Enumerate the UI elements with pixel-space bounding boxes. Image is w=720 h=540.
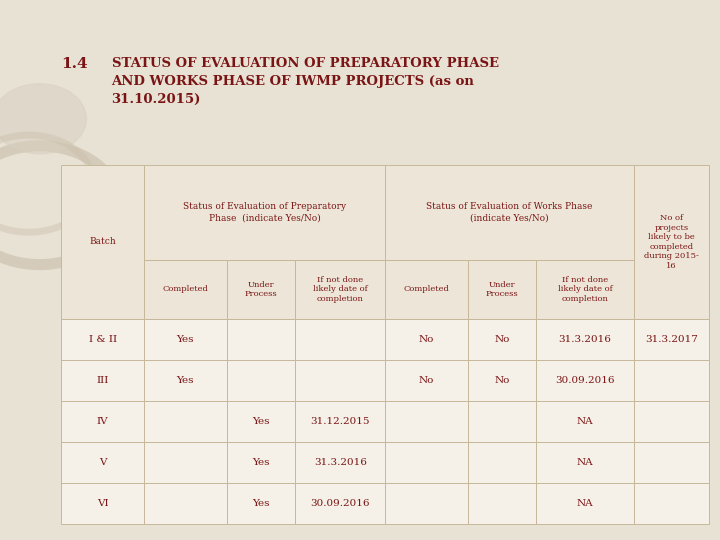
Bar bbox=[385, 401, 468, 442]
Text: No: No bbox=[419, 335, 434, 344]
Text: Status of Evaluation of Works Phase
(indicate Yes/No): Status of Evaluation of Works Phase (ind… bbox=[426, 202, 593, 222]
Text: Completed: Completed bbox=[404, 286, 449, 293]
Bar bbox=[536, 360, 634, 401]
Bar bbox=[536, 319, 634, 360]
Bar bbox=[61, 165, 144, 319]
Bar bbox=[385, 360, 468, 401]
Bar bbox=[634, 319, 709, 360]
Text: Yes: Yes bbox=[252, 499, 270, 508]
Bar bbox=[634, 442, 709, 483]
Bar bbox=[61, 483, 144, 524]
Bar bbox=[536, 401, 634, 442]
Text: Batch: Batch bbox=[89, 238, 116, 246]
Bar bbox=[227, 442, 295, 483]
Text: If not done
likely date of
completion: If not done likely date of completion bbox=[312, 276, 368, 303]
Text: Under
Process: Under Process bbox=[486, 281, 518, 298]
Text: Under
Process: Under Process bbox=[245, 281, 277, 298]
Bar bbox=[468, 401, 536, 442]
Bar bbox=[61, 360, 144, 401]
Bar bbox=[468, 260, 536, 319]
Bar bbox=[295, 483, 385, 524]
Text: Yes: Yes bbox=[176, 335, 194, 344]
Text: 31.3.2016: 31.3.2016 bbox=[314, 458, 366, 467]
Bar bbox=[227, 401, 295, 442]
Bar bbox=[144, 360, 227, 401]
Text: No: No bbox=[419, 376, 434, 385]
Text: Status of Evaluation of Preparatory
Phase  (indicate Yes/No): Status of Evaluation of Preparatory Phas… bbox=[183, 202, 346, 222]
Text: Yes: Yes bbox=[176, 376, 194, 385]
Text: STATUS OF EVALUATION OF PREPARATORY PHASE
AND WORKS PHASE OF IWMP PROJECTS (as o: STATUS OF EVALUATION OF PREPARATORY PHAS… bbox=[112, 57, 498, 106]
Text: NA: NA bbox=[577, 417, 593, 426]
Bar bbox=[295, 360, 385, 401]
Bar bbox=[227, 319, 295, 360]
Text: 30.09.2016: 30.09.2016 bbox=[555, 376, 615, 385]
Text: 31.3.2017: 31.3.2017 bbox=[645, 335, 698, 344]
Bar bbox=[385, 165, 634, 260]
Bar bbox=[385, 260, 468, 319]
Text: I & II: I & II bbox=[89, 335, 117, 344]
Text: No of
projects
likely to be
completed
during 2015-
16: No of projects likely to be completed du… bbox=[644, 214, 699, 269]
Bar bbox=[295, 319, 385, 360]
Bar bbox=[227, 360, 295, 401]
Bar bbox=[385, 483, 468, 524]
Bar bbox=[144, 260, 227, 319]
Text: 30.09.2016: 30.09.2016 bbox=[310, 499, 370, 508]
Bar bbox=[634, 165, 709, 319]
Text: III: III bbox=[96, 376, 109, 385]
Bar bbox=[144, 401, 227, 442]
Bar bbox=[385, 319, 468, 360]
Text: 1.4: 1.4 bbox=[61, 57, 88, 71]
Text: 31.12.2015: 31.12.2015 bbox=[310, 417, 370, 426]
Text: V: V bbox=[99, 458, 107, 467]
Text: No: No bbox=[495, 335, 510, 344]
Text: IV: IV bbox=[96, 417, 109, 426]
Bar bbox=[61, 319, 144, 360]
Text: If not done
likely date of
completion: If not done likely date of completion bbox=[557, 276, 613, 303]
Text: No: No bbox=[495, 376, 510, 385]
Text: 31.3.2016: 31.3.2016 bbox=[559, 335, 611, 344]
Bar bbox=[634, 360, 709, 401]
Bar bbox=[144, 165, 385, 260]
Text: VI: VI bbox=[96, 499, 109, 508]
Text: Yes: Yes bbox=[252, 458, 270, 467]
Bar bbox=[385, 442, 468, 483]
Bar bbox=[468, 483, 536, 524]
Bar bbox=[295, 260, 385, 319]
Bar bbox=[634, 401, 709, 442]
Circle shape bbox=[0, 84, 86, 154]
Bar bbox=[61, 401, 144, 442]
Bar bbox=[61, 442, 144, 483]
Bar bbox=[144, 319, 227, 360]
Bar bbox=[536, 260, 634, 319]
Bar bbox=[468, 319, 536, 360]
Text: NA: NA bbox=[577, 458, 593, 467]
Bar bbox=[144, 442, 227, 483]
Bar bbox=[227, 483, 295, 524]
Bar bbox=[144, 483, 227, 524]
Text: Completed: Completed bbox=[163, 286, 208, 293]
Bar bbox=[295, 401, 385, 442]
Text: Yes: Yes bbox=[252, 417, 270, 426]
Bar bbox=[536, 483, 634, 524]
Bar bbox=[634, 483, 709, 524]
Bar bbox=[536, 442, 634, 483]
Bar bbox=[468, 442, 536, 483]
Bar bbox=[227, 260, 295, 319]
Text: NA: NA bbox=[577, 499, 593, 508]
Bar bbox=[295, 442, 385, 483]
Bar bbox=[468, 360, 536, 401]
